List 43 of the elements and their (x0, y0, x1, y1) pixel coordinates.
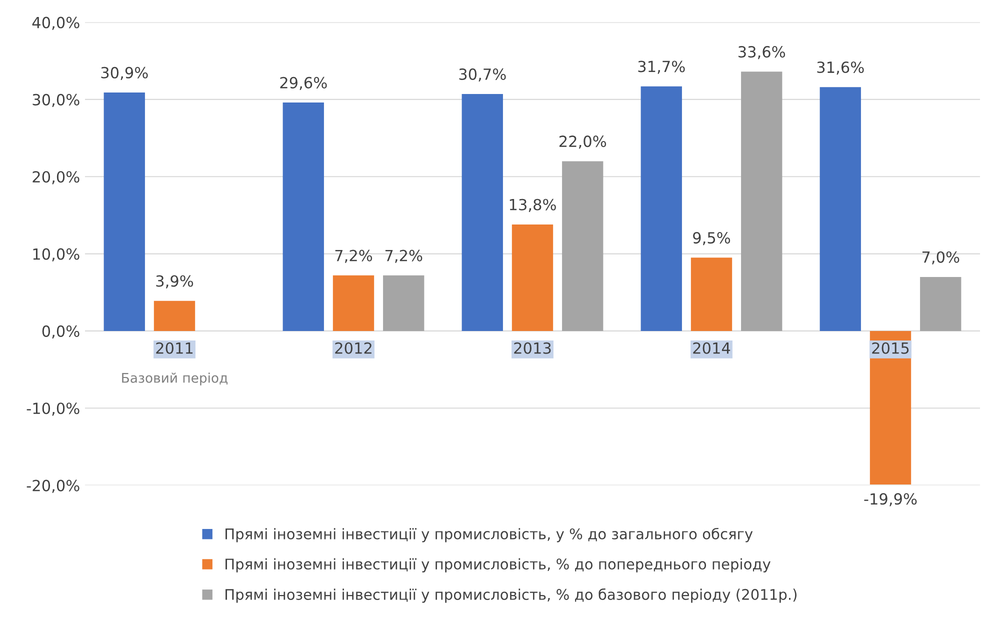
x-tick-label: 2012 (335, 342, 372, 354)
bar (820, 87, 861, 331)
bar (282, 102, 324, 331)
y-tick-label: -10,0% (26, 402, 80, 416)
data-label: 7,2% (335, 250, 372, 263)
legend-label: Прямі іноземні інвестиції у промисловість, % до попереднього періоду (226, 558, 771, 572)
legend-label: Прямі іноземні інвестиції у промисловість, у % до загального обсягу (226, 528, 753, 542)
data-label: -19,9% (864, 493, 917, 506)
data-label: 30,7% (459, 68, 506, 82)
y-tick-label: 20,0% (32, 171, 80, 184)
data-label: 7,2% (385, 250, 422, 263)
y-tick-label: 40,0% (32, 16, 80, 30)
bar (741, 72, 782, 331)
data-label: 3,9% (156, 275, 194, 288)
data-label: 22,0% (559, 136, 606, 149)
bar (562, 161, 604, 331)
data-label: 31,6% (817, 61, 864, 75)
data-label: 7,0% (922, 251, 960, 264)
x-tick-label: 2011 (156, 342, 193, 354)
bar (332, 275, 374, 331)
bar (104, 92, 145, 331)
y-tick-label: 10,0% (33, 248, 80, 262)
data-label: 9,5% (693, 232, 730, 246)
bar (462, 94, 503, 331)
bar (512, 224, 554, 331)
annotation: Базовий період (122, 372, 228, 386)
x-tick-label: 2015 (872, 342, 909, 354)
bar (640, 86, 682, 331)
y-tick-label: -20,0% (26, 480, 80, 493)
x-tick-label: 2013 (514, 342, 551, 354)
data-label: 29,6% (280, 76, 327, 90)
data-label: 33,6% (738, 46, 786, 60)
data-label: 13,8% (510, 198, 556, 212)
bar (690, 258, 732, 331)
y-tick-label: 0,0% (42, 325, 80, 339)
bar (383, 275, 424, 331)
data-label: 30,9% (101, 66, 148, 80)
legend-label: Прямі іноземні інвестиції у промисловість, % до базового періоду (2011р.) (226, 588, 797, 603)
data-label: 31,7% (638, 60, 685, 74)
bar (154, 300, 196, 331)
bar (920, 276, 962, 331)
x-tick-label: 2014 (693, 342, 730, 354)
y-tick-label: 30,0% (32, 94, 80, 108)
